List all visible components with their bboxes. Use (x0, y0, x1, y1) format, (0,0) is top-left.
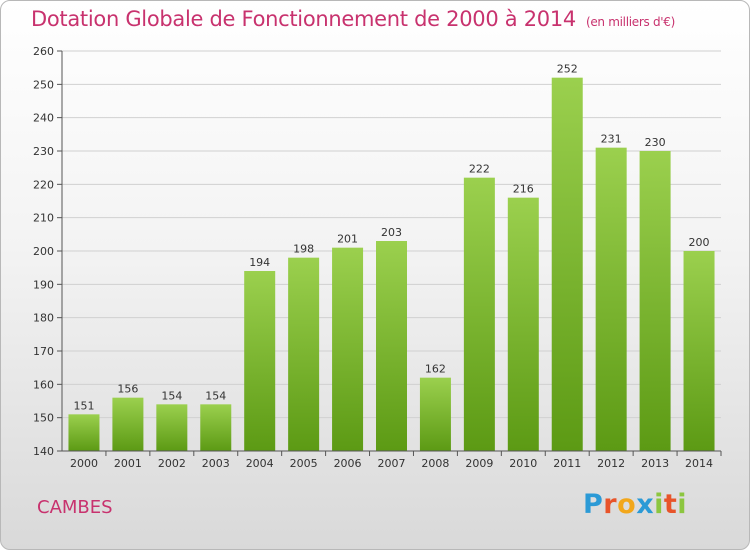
x-tick-label: 2008 (421, 457, 449, 470)
data-label: 252 (557, 63, 578, 76)
y-tick-label: 240 (33, 112, 54, 125)
x-tick-label: 2012 (597, 457, 625, 470)
y-tick-label: 250 (33, 78, 54, 91)
brand-letter: P (583, 489, 604, 520)
bars (68, 77, 715, 452)
chart-title: Dotation Globale de Fonctionnement de 20… (31, 7, 675, 31)
y-tick-label: 260 (33, 45, 54, 58)
brand-letter: o (617, 489, 637, 520)
bar (376, 241, 407, 451)
bar (551, 77, 583, 452)
bar (595, 147, 627, 451)
data-label: 194 (249, 256, 270, 269)
brand-letter: r (603, 489, 618, 520)
x-tick-label: 2005 (290, 457, 318, 470)
x-tick-label: 2010 (509, 457, 537, 470)
x-tick-label: 2000 (70, 457, 98, 470)
bar (507, 197, 539, 451)
y-tick-label: 230 (33, 145, 54, 158)
data-label: 154 (205, 389, 226, 402)
x-tick-label: 2004 (246, 457, 274, 470)
brand-letter: t (663, 489, 678, 520)
data-label: 198 (293, 243, 314, 256)
data-label: 154 (161, 389, 182, 402)
x-tick-label: 2002 (158, 457, 186, 470)
x-tick-label: 2009 (465, 457, 493, 470)
x-tick-label: 2006 (334, 457, 362, 470)
y-tick-label: 170 (33, 345, 54, 358)
x-tick-label: 2001 (114, 457, 142, 470)
bar (200, 404, 232, 451)
data-label: 222 (469, 163, 490, 176)
data-label: 156 (117, 383, 138, 396)
bar (332, 247, 364, 451)
bar (683, 251, 715, 451)
data-label: 203 (381, 226, 402, 239)
bar (288, 257, 320, 451)
x-tick-label: 2011 (553, 457, 581, 470)
data-label: 201 (337, 233, 358, 246)
x-tick-label: 2007 (378, 457, 406, 470)
brand-letter: i (677, 489, 688, 520)
bar (68, 414, 100, 451)
chart-subtitle: (en milliers d'€) (585, 15, 675, 29)
x-tick-label: 2014 (685, 457, 713, 470)
y-tick-label: 220 (33, 178, 54, 191)
brand-letter: x (636, 489, 655, 520)
y-tick-label: 190 (33, 278, 54, 291)
x-tick-label: 2013 (641, 457, 669, 470)
bar (112, 397, 144, 451)
data-label: 200 (689, 236, 710, 249)
bar (244, 271, 276, 451)
bar (419, 377, 451, 451)
bar (639, 151, 671, 451)
brand-logo: Proxiti (583, 489, 687, 520)
brand-letter: i (654, 489, 664, 520)
bar (463, 177, 495, 451)
labels: 140 150 160 170 180 190 200 210 220 230 240 250 260 1… (33, 45, 713, 470)
axes (57, 50, 722, 456)
data-label: 230 (645, 136, 666, 149)
place-name: CAMBES (37, 497, 113, 518)
data-label: 216 (513, 183, 534, 196)
y-tick-label: 180 (33, 312, 54, 325)
bar (156, 404, 188, 451)
y-tick-label: 200 (33, 245, 54, 258)
y-tick-label: 150 (33, 412, 54, 425)
x-tick-label: 2003 (202, 457, 230, 470)
data-label: 162 (425, 363, 446, 376)
y-tick-label: 140 (33, 445, 54, 458)
data-label: 231 (601, 133, 622, 146)
y-tick-label: 210 (33, 212, 54, 225)
data-label: 151 (73, 399, 94, 412)
y-tick-label: 160 (33, 378, 54, 391)
